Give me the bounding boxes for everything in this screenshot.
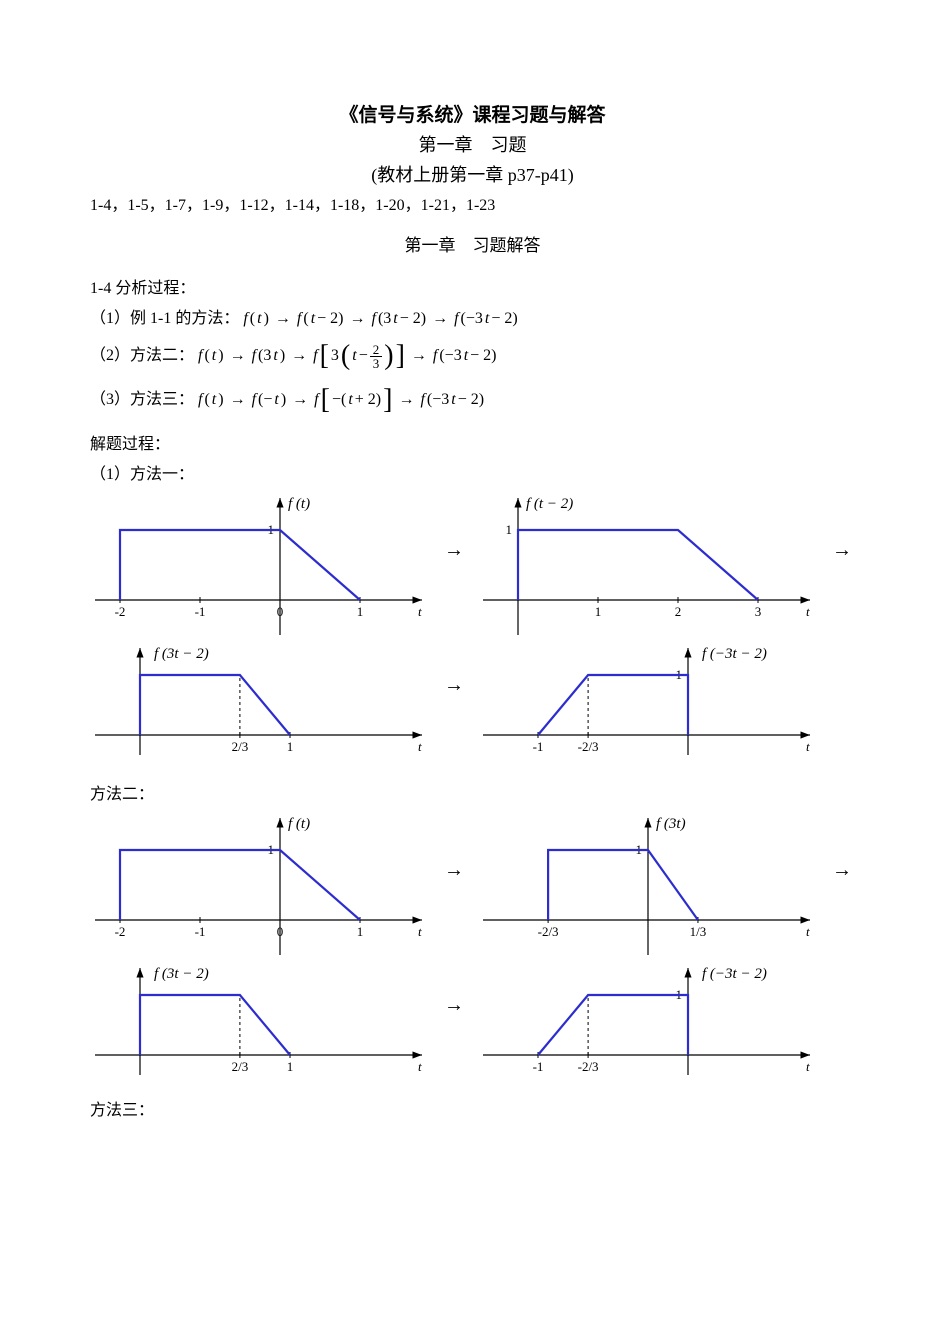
svg-text:f (−3t − 2): f (−3t − 2) <box>702 646 767 662</box>
svg-text:1: 1 <box>357 604 364 619</box>
solutions-title: 第一章 习题解答 <box>90 231 855 256</box>
svg-text:-1: -1 <box>533 739 544 754</box>
analysis-item-3-label: （3）方法三： <box>90 391 194 408</box>
signal-graph: f (t)t-2-1011 <box>90 810 430 960</box>
svg-text:2/3: 2/3 <box>232 1059 249 1074</box>
method1-header: （1）方法一： <box>90 460 855 484</box>
document-title: 《信号与系统》课程习题与解答 <box>90 100 855 127</box>
svg-text:t: t <box>806 604 810 619</box>
svg-text:1/3: 1/3 <box>690 924 707 939</box>
svg-text:3: 3 <box>755 604 762 619</box>
svg-text:f (3t − 2): f (3t − 2) <box>154 966 209 982</box>
svg-text:t: t <box>418 1059 422 1074</box>
svg-text:t: t <box>806 924 810 939</box>
analysis-item-1-label: （1）例 1-1 的方法： <box>90 310 239 327</box>
analysis-item-2: （2）方法二： f(t) → f(3t) → f [3(t − 23 )] → … <box>90 340 855 372</box>
header-block: 《信号与系统》课程习题与解答 第一章 习题 (教材上册第一章 p37-p41) <box>90 100 855 187</box>
signal-graph: f (t)t-2-1011 <box>90 490 430 640</box>
svg-text:1: 1 <box>287 739 294 754</box>
method2-header: 方法二： <box>90 780 855 804</box>
method1-row1: f (t) t -2 -1 0 1 1 → f (t − 2) t 1 2 3 1 → <box>90 490 855 640</box>
method1-row2: f (3t − 2) t 2/3 1 → f (−3t − 2) t -1 -2/3 1 <box>90 640 855 760</box>
analysis-item-1: （1）例 1-1 的方法： f(t) → f(t − 2) → f(3t − 2… <box>90 304 855 328</box>
signal-graph: f (3t)t-2/31/31 <box>478 810 818 960</box>
analysis-item-2-label: （2）方法二： <box>90 347 194 364</box>
signal-graph: f (t − 2) t 1 2 3 1 <box>478 490 818 640</box>
svg-text:-2: -2 <box>115 924 126 939</box>
svg-text:t: t <box>418 924 422 939</box>
signal-graph: f (−3t − 2)t-1-2/31 <box>478 640 818 760</box>
svg-text:-2/3: -2/3 <box>578 1059 599 1074</box>
svg-text:2/3: 2/3 <box>232 739 249 754</box>
svg-text:0: 0 <box>277 604 284 619</box>
transform-arrow-icon: → <box>444 994 464 1047</box>
svg-text:-2: -2 <box>115 604 126 619</box>
svg-text:f (t − 2): f (t − 2) <box>526 496 573 512</box>
chapter-line: 第一章 习题 <box>90 131 855 157</box>
equation-1: f(t) → f(t − 2) → f(3t − 2) → f(−3t − 2) <box>243 310 517 328</box>
svg-text:1: 1 <box>506 522 513 537</box>
signal-graph: f (3t − 2) t 2/3 1 <box>90 640 430 760</box>
svg-text:t: t <box>418 604 422 619</box>
book-reference: (教材上册第一章 p37-p41) <box>90 161 855 187</box>
transform-arrow-icon: → <box>444 859 464 912</box>
svg-text:-1: -1 <box>195 604 206 619</box>
transform-arrow-icon: → <box>444 674 464 727</box>
svg-text:-1: -1 <box>195 924 206 939</box>
equation-2: f(t) → f(3t) → f [3(t − 23 )] → f(−3t − … <box>198 340 497 372</box>
svg-text:f (3t): f (3t) <box>656 816 686 832</box>
analysis-item-3: （3）方法三： f(t) → f(−t) → f [−(t + 2)] → f(… <box>90 384 855 416</box>
svg-text:1: 1 <box>357 924 364 939</box>
svg-text:f (t): f (t) <box>288 816 310 832</box>
svg-text:f (3t − 2): f (3t − 2) <box>154 646 209 662</box>
transform-arrow-icon: → <box>832 859 852 912</box>
analysis-header: 1-4 分析过程： <box>90 274 855 298</box>
svg-text:1: 1 <box>595 604 602 619</box>
svg-text:-1: -1 <box>533 1059 544 1074</box>
svg-text:f (−3t − 2): f (−3t − 2) <box>702 966 767 982</box>
svg-text:t: t <box>806 739 810 754</box>
signal-graph: f (−3t − 2)t-1-2/31 <box>478 960 818 1080</box>
signal-graph: f (3t − 2) t 2/3 1 <box>90 960 430 1080</box>
svg-text:0: 0 <box>277 924 284 939</box>
svg-text:1: 1 <box>287 1059 294 1074</box>
svg-text:f (t): f (t) <box>288 496 310 512</box>
svg-text:t: t <box>418 739 422 754</box>
method2-row1: f (t)t-2-1011→f (3t)t-2/31/31→ <box>90 810 855 960</box>
process-header: 解题过程： <box>90 430 855 454</box>
svg-text:2: 2 <box>675 604 682 619</box>
svg-text:-2/3: -2/3 <box>538 924 559 939</box>
method2-row2: f (3t − 2) t 2/3 1 → f (−3t − 2) t -1 -2/3 1 <box>90 960 855 1080</box>
transform-arrow-icon: → <box>832 539 852 592</box>
method3-header: 方法三： <box>90 1096 855 1120</box>
document-page: 《信号与系统》课程习题与解答 第一章 习题 (教材上册第一章 p37-p41) … <box>0 0 945 1166</box>
svg-text:t: t <box>806 1059 810 1074</box>
equation-3: f(t) → f(−t) → f [−(t + 2)] → f(−3t − 2) <box>198 384 484 416</box>
svg-text:-2/3: -2/3 <box>578 739 599 754</box>
problem-list: 1-4，1-5，1-7，1-9，1-12，1-14，1-18，1-20，1-21… <box>90 191 855 215</box>
transform-arrow-icon: → <box>444 539 464 592</box>
